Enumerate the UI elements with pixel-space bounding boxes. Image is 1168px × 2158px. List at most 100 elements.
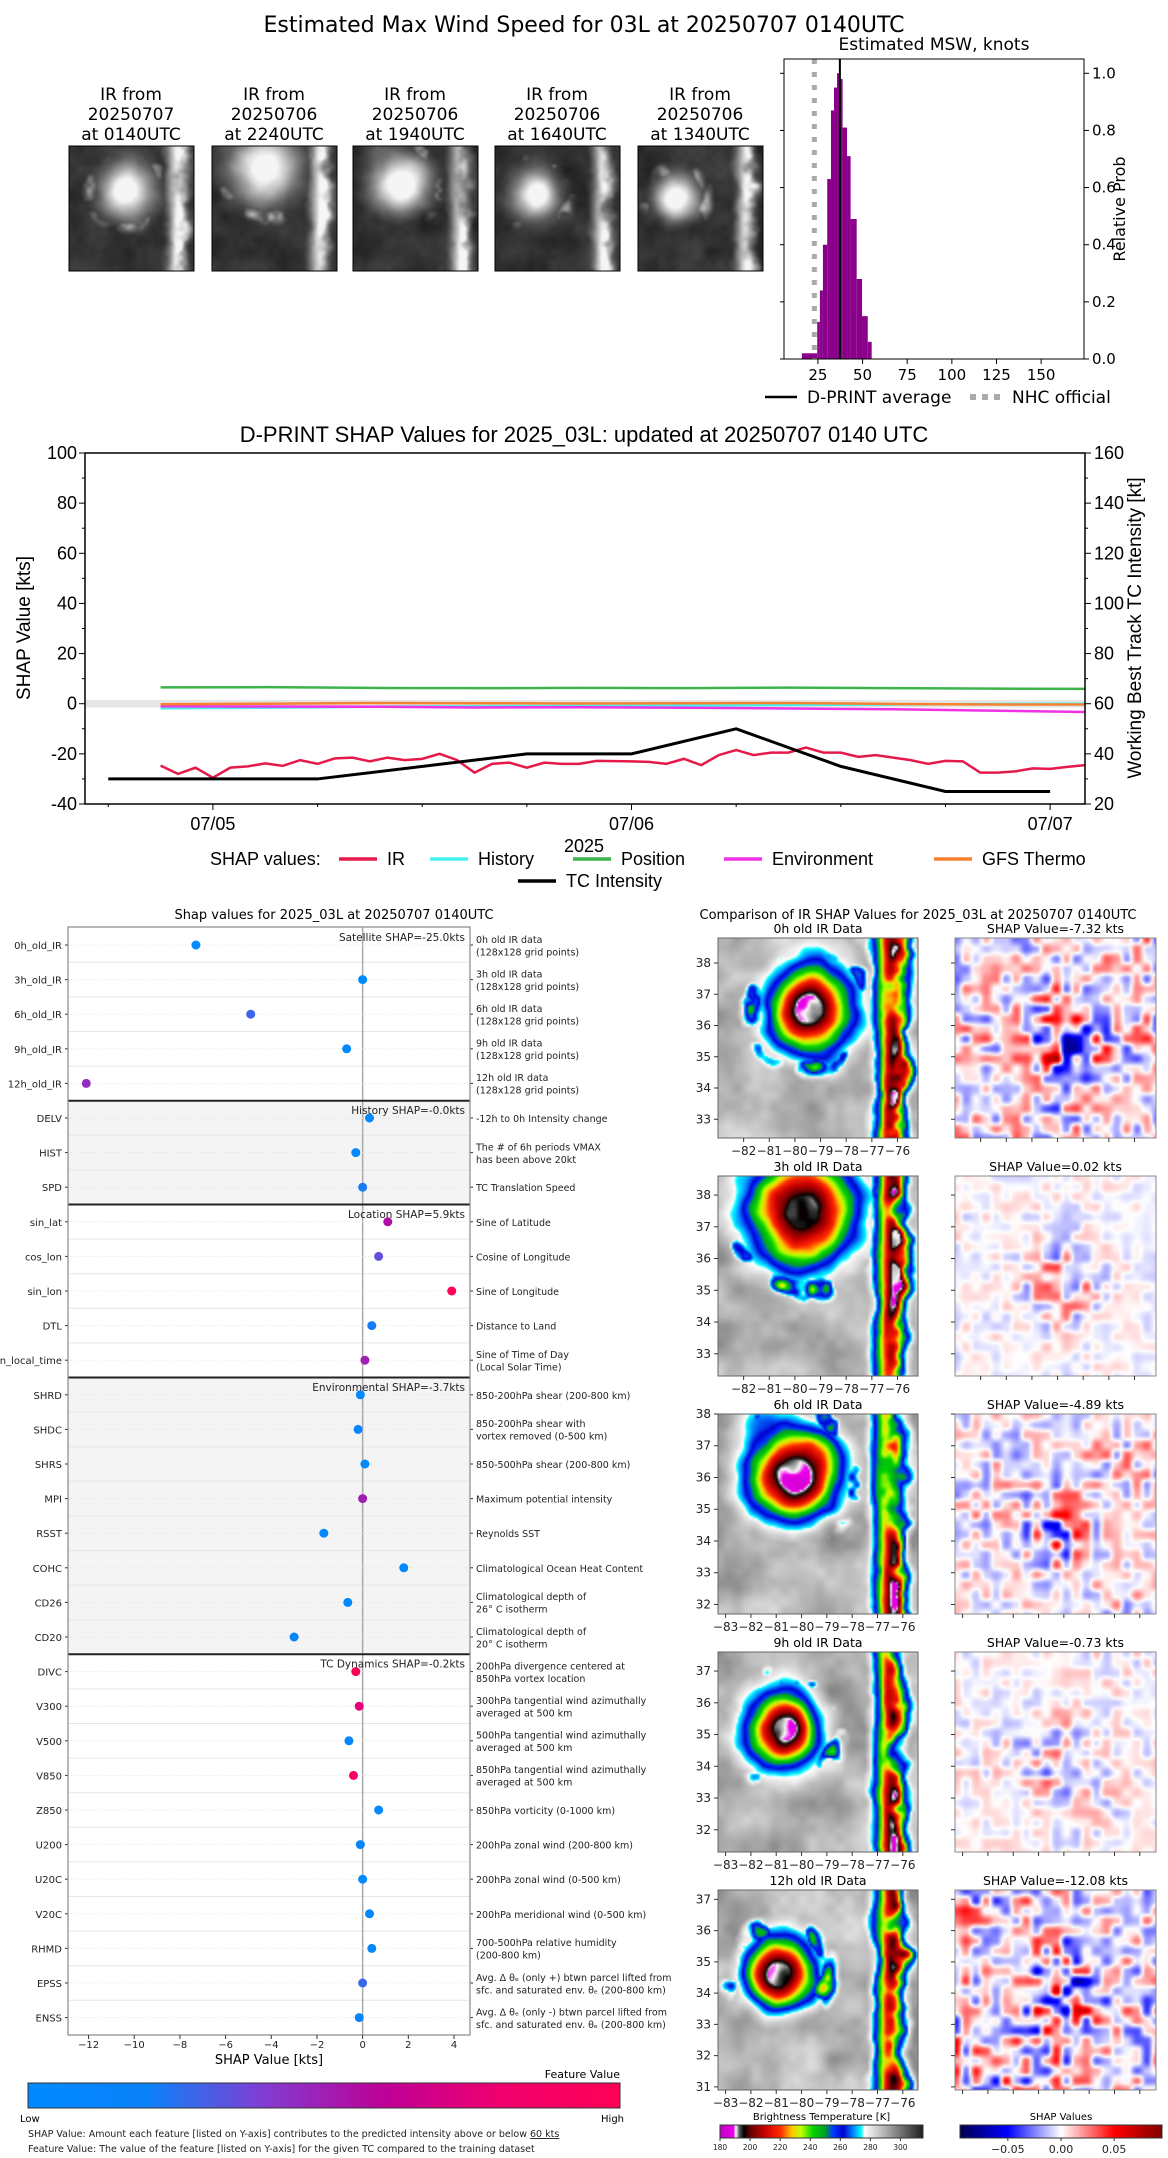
shap-colorbar-cell [1095,2125,1097,2138]
x-axis-label: 2025 [564,836,604,856]
histogram-bar [801,353,818,359]
feature-description: TC Translation Speed [475,1183,575,1194]
bt-colorbar-cell [784,2125,786,2138]
shap-colorbar-cell [1036,2125,1038,2138]
feature-dot [360,1459,370,1469]
ir-shap-image [955,1890,1156,2090]
lat-tick-label: 33 [696,1791,711,1805]
lat-tick-label: 35 [696,1955,711,1969]
bt-colorbar-cell [876,2125,878,2138]
bt-colorbar-cell [911,2125,913,2138]
shap-colorbar-cell [1077,2125,1079,2138]
histogram-bar [819,290,823,359]
bt-colorbar-cell [859,2125,861,2138]
shap-panel-title: SHAP Value=0.02 kts [989,1159,1122,1174]
bt-colorbar-cell [910,2125,912,2138]
feature-dot [358,975,368,985]
feature-description: 850hPa vortex location [476,1674,585,1685]
bt-colorbar-cell [868,2125,870,2138]
y-tick-label: 0.4 [1092,236,1116,254]
shap-colorbar-cell [1098,2125,1100,2138]
shap-panel-title: Shap values for 2025_03L at 20250707 014… [174,908,493,923]
bt-colorbar-cell [744,2125,746,2138]
bt-colorbar-cell [767,2125,769,2138]
shap-colorbar-cell [1033,2125,1035,2138]
shap-colorbar-cell [1063,2125,1065,2138]
bt-colorbar-cell [838,2125,840,2138]
lon-tick-label: −82 [738,1620,763,1634]
lat-tick-label: 36 [696,1924,711,1938]
feature-description: 300hPa tangential wind azimuthally [476,1696,647,1707]
bt-colorbar-cell [786,2125,788,2138]
thumbnail-label: IR from [100,85,162,105]
series-line-position [160,685,1086,691]
shap-colorbar-cell [1072,2125,1074,2138]
bt-colorbar-cell [823,2125,825,2138]
bt-colorbar-cell [826,2125,828,2138]
feature-description: Avg. Δ θₑ (only +) btwn parcel lifted fr… [476,1973,671,1984]
feature-dot [191,940,201,950]
bt-colorbar-cell [886,2125,888,2138]
bt-colorbar-cell [907,2125,909,2138]
shap-colorbar-cell [1120,2125,1122,2138]
shap-colorbar-cell [1092,2125,1094,2138]
shap-colorbar-cell [1022,2125,1024,2138]
bt-colorbar-cell [731,2125,733,2138]
lon-tick-label: −82 [738,1858,763,1872]
bt-colorbar-cell [780,2125,782,2138]
bt-tick-label: 300 [893,2143,908,2152]
shap-colorbar-cell [1075,2125,1077,2138]
feature-name: 12h_old_IR [8,1079,62,1090]
bt-colorbar-cell [847,2125,849,2138]
lat-tick-label: 32 [696,1823,711,1837]
bt-colorbar-cell [856,2125,858,2138]
shap-colorbar-cell [1149,2125,1151,2138]
feature-description: Cosine of Longitude [476,1252,571,1263]
feature-dot [343,1597,353,1607]
bt-colorbar-cell [770,2125,772,2138]
lat-tick-label: 38 [696,1407,711,1421]
bt-colorbar-cell [816,2125,818,2138]
shap-tick-label: −0.05 [991,2143,1025,2156]
feature-dot [349,1770,359,1780]
x-tick-label: 0 [359,2040,365,2051]
bt-colorbar-cell [861,2125,863,2138]
bt-colorbar-cell [898,2125,900,2138]
shap-colorbar-cell [1113,2125,1115,2138]
timeseries-frame [84,452,1086,805]
bt-colorbar-cell [896,2125,898,2138]
shap-colorbar-cell [1143,2125,1145,2138]
lat-tick-label: 37 [696,1892,711,1906]
lon-tick-label: −80 [782,1144,807,1158]
lon-tick-label: −82 [738,2096,763,2110]
feature-name: DELV [37,1114,62,1125]
bt-colorbar-cell [843,2125,845,2138]
bt-colorbar-cell [889,2125,891,2138]
ir-brightness-image [718,1176,918,1376]
histogram-bar [842,127,848,359]
feature-dot [342,1044,352,1054]
feature-description: has been above 20kt [476,1155,576,1166]
bt-colorbar-cell [776,2125,778,2138]
shap-colorbar-cell [1151,2125,1153,2138]
bt-colorbar-cell [870,2125,872,2138]
shap-colorbar-cell [980,2125,982,2138]
bt-colorbar-cell [739,2125,741,2138]
histogram-bar [817,321,820,359]
lat-tick-label: 37 [696,1664,711,1678]
shap-colorbar-cell [1126,2125,1128,2138]
bt-colorbar-cell [828,2125,830,2138]
lon-tick-label: −83 [713,2096,738,2110]
lat-tick-label: 38 [696,1188,711,1202]
y-tick-label: 0.8 [1092,121,1116,139]
bt-colorbar-cell [912,2125,914,2138]
shap-colorbar-cell [1054,2125,1056,2138]
bt-colorbar-cell [790,2125,792,2138]
ir-brightness-image [718,938,918,1138]
y-tick-label: 100 [47,443,77,463]
ir-thumbnail-image [495,146,620,271]
bt-colorbar-cell [883,2125,885,2138]
